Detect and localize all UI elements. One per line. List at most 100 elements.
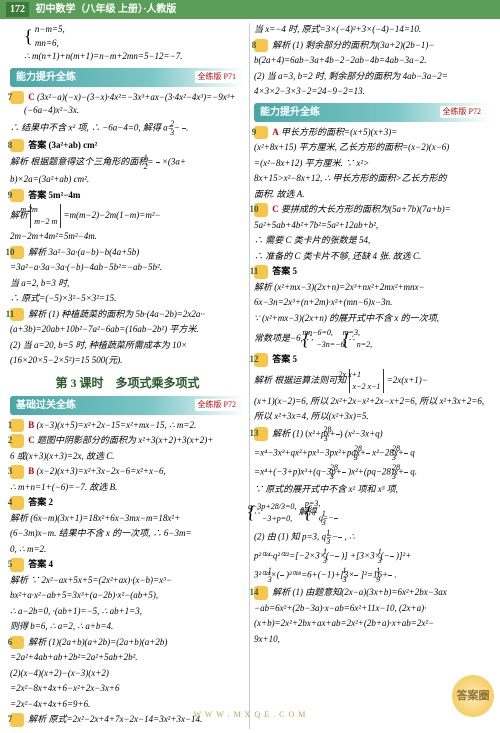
qnum: 7 — [10, 91, 24, 105]
math-text: (16×20×5−2×5²)=15 500(元). — [10, 354, 245, 368]
q8-l1: 解析 根据题意得这个三角形的面积= 12 ×(3a+ — [10, 154, 245, 171]
answer-letter: A — [272, 127, 279, 137]
qnum: 11 — [10, 308, 24, 322]
math-text: 解析 (6x−m)(3x+1)=18x²+6x−3mx−m=18x²+ — [10, 512, 245, 526]
math-text: 当 x=−4 时, 原式=3×(−4)²+3×(−4)−14=10. — [254, 23, 490, 37]
math-text: (2)(x−4)(x+2)−(x−3)(x+2) — [10, 667, 245, 681]
math-text: (x²−3x+q) — [345, 428, 383, 438]
qnum: 12 — [254, 353, 268, 367]
math-text: 解析 (1) — [272, 428, 303, 438]
math-text: =x⁴−3x³+qx²+px³−3px²+pqx+ — [254, 447, 366, 457]
math-text: 解析 (1) 剩余部分的面积为(3a+2)(2b−1)− — [272, 40, 434, 50]
math-text: =2x(x+1)− — [387, 375, 428, 385]
section-bar-1: 能力提升全练 全练版 P71 — [10, 68, 245, 87]
section-title: 能力提升全练 — [260, 105, 320, 120]
math-text: 要拼成的大长方形的面积为(5a+7b)(7a+b)= — [281, 204, 451, 214]
page-header: 172 初中数学（八年级 上册）·人教版 — [0, 0, 500, 19]
section-title: 基础过关全练 — [16, 398, 76, 413]
math-text: ∴ 结果中不含 x² 项, ∴ −6a−4=0, 解得 a=− — [10, 122, 180, 132]
math-text: 6x−3n=2x³+(n+2m)·x²+(mn−6)x−3n. — [254, 296, 490, 310]
math-text: 9x+10, — [254, 633, 490, 647]
math-text: (2) 当 a=20, b=5 时, 种植蔬菜所需成本为 10× — [10, 339, 245, 353]
math-text: (6−3m)x−m. 结果中不含 x 的一次项, ∴ 6−3m= — [10, 527, 245, 541]
qnum: 13 — [254, 427, 268, 441]
math-text: =2x²−8x+4x+6−x²+2x−3x+6 — [10, 682, 245, 696]
q10r: 10 C 要拼成的大长方形的面积为(5a+7b)(7a+b)= — [254, 203, 490, 217]
math-text: 题图中阴影部分的面积为 x²+3(x+2)+3(x+2)+ — [37, 435, 213, 445]
math-text: 解析 (1) 种植蔬菜的面积为 5b·(4a−2b)=2x2a·· — [28, 309, 205, 319]
qnum: 11 — [254, 265, 268, 279]
math-text: 解析 3a²−3a·(a−b)−b(4a+5b) — [28, 247, 139, 257]
right-column: 当 x=−4 时, 原式=3×(−4)²+3×(−4)−14=10. 8 解析 … — [250, 23, 494, 729]
section-ref: 全练版 P72 — [440, 106, 484, 118]
math-text: ×(3a+ — [162, 157, 186, 167]
math-text: ∵ 原式的展开式中不含 x² 项和 x³ 项, — [254, 483, 490, 497]
q13r: 13 解析 (1) (x²+px+283) (x²−3x+q) — [254, 426, 490, 443]
q4b: 4 答案 2 — [10, 496, 245, 510]
qnum: 3 — [10, 465, 24, 479]
math-text: ∴ m+n=1+(−6)=−7. 故选 B. — [10, 481, 245, 495]
math-text: (3x²−a)(−x)−(3−x)·4x²=−3x³+ax−(3·4x²−4x³… — [24, 92, 236, 116]
q13-l8: 3²⁰²⁴×(13 )²⁰¹⁸=6+(−1)+[3×13 ]²=16+19 . — [254, 567, 490, 584]
qnum: 4 — [10, 496, 24, 510]
math-text: =(x²−8x+12) 平方厘米. ∵ x²> — [254, 157, 490, 171]
math-text: ∴ a−2b=0, ·(ab+1)=−5, ∴ ab+1=3, — [10, 605, 245, 619]
qnum: 14 — [254, 586, 268, 600]
math-text: 面积. 故选 A. — [254, 188, 490, 202]
q8: 8 答案 (3a²+ab) cm² — [10, 139, 245, 153]
lesson-title: 第 3 课时 多项式乘多项式 — [10, 374, 245, 392]
math-text: 8x+15>x²−8x+12, ∴ 甲长方形的面积>乙长方形的 — [254, 172, 490, 186]
q2b: 2 C 题图中阴影部分的面积为 x²+3(x+2)+3(x+2)+ — [10, 434, 245, 448]
math-text: 解析 (1)(2a+b)(a+2b)=(2a+b)(a+2b) — [28, 637, 167, 647]
math-text: b)×2a=(3a²+ab) cm². — [10, 173, 245, 187]
math-text: (x+1)(x−2)=6, 所以 2x²+2x−x²+2x−x+2=6, 所以 … — [254, 395, 490, 409]
q12r: 12 答案 5 — [254, 353, 490, 367]
q3b: 3 B (x−2)(x+3)=x²+3x−2x−6=x²+x−6, — [10, 465, 245, 479]
math-text: (2) 当 a=3, b=2 时, 剩余部分的面积为 4ab−3a−2= — [254, 70, 490, 84]
math-text: 3²⁰²⁴×( — [254, 570, 280, 580]
q7: 7 C (3x²−a)(−x)−(3−x)·4x²=−3x³+ax−(3·4x²… — [10, 91, 245, 118]
qnum: 9 — [254, 126, 268, 140]
page-number: 172 — [6, 2, 29, 17]
math-text: 解析 根据运算法则可知 — [254, 375, 346, 385]
math-text: ∵ (x²+mx−3)(2x+n) 的展开式中不含 x 的一次项, — [254, 312, 490, 326]
left-column: { n−m=5, mn=6, ∴ m(n+1)+n(m+1)=n−m+2mn=5… — [6, 23, 250, 729]
qnum: 7 — [10, 713, 24, 727]
answer-text: 答案 4 — [28, 559, 53, 569]
q13-l5: ∴ {q−3p+28/3=0,−3+p=0, 解得 {p=3,q=−13 — [254, 498, 490, 527]
q8r: 8 解析 (1) 剩余部分的面积为(3a+2)(2b−1)− — [254, 39, 490, 53]
q14r: 14 解析 (1) 由题意知(2x−a)(3x+b)=6x²+2bx−3ax — [254, 586, 490, 600]
answer-text: 答案 5 — [272, 354, 297, 364]
answer-letter: C — [272, 204, 279, 214]
math-text: q. — [410, 466, 417, 476]
math-text: ]²=16+ — [361, 570, 388, 580]
math-text: )] — [341, 551, 348, 561]
qnum: 8 — [10, 139, 24, 153]
eq-line: ∴ m(n+1)+n(m+1)=n−m+2mn=5−12=−7. — [24, 50, 245, 64]
q1b: 1 B (x−3)(x+5)=x²+2x−15=x²+mx−15, ∴ m=2. — [10, 419, 245, 433]
q6b: 6 解析 (1)(2a+b)(a+2b)=(2a+b)(a+2b) — [10, 636, 245, 650]
q9: 9 答案 5m²−4m — [10, 189, 245, 203]
math-text: =x⁴+(−3+p)x³+(q−3p+ — [254, 466, 342, 476]
answer-letter: B — [28, 420, 34, 430]
qnum: 2 — [10, 434, 24, 448]
section-ref: 全练版 P72 — [195, 399, 239, 411]
math-text: (x−2)(x+3)=x²+3x−2x−6=x²+x−6, — [37, 466, 166, 476]
math-text: (x+b)=2x²+2bx+ax+ab=2x²+(2b+a)·x+ab=2x²− — [254, 617, 490, 631]
q13-l7: p²⁰²⁴·q²⁰²²=[−2×3×(−13 )] +[3×3×(−13 )]²… — [254, 548, 490, 565]
eq-line: mn=6, — [35, 38, 59, 48]
answer-text: 答案 5 — [272, 266, 297, 276]
eq-line: n−m=5, — [35, 24, 65, 34]
math-text: bx²+a·x²−ab+5=3x³+(a−2b)·x²−(ab+5), — [10, 589, 245, 603]
brace-icon: { — [24, 31, 33, 42]
math-text: (x−3)(x+5)=x²+2x−15=x²+mx−15, ∴ m=2. — [37, 420, 197, 430]
q13-l6: (2) 由 (1) 知 p=3, q=−13 , ∴ — [254, 529, 490, 546]
math-text: =3a²−a·3a−3a·(−b)−4ab−5b²=−ab−5b². — [10, 261, 245, 275]
math-text: =m(m−2)−2m(1−m)=m²− — [63, 210, 160, 220]
math-text: q — [410, 447, 415, 457]
q7-l2: ∴ 结果中不含 x² 项, ∴ −6a−4=0, 解得 a=− 23. — [10, 120, 245, 137]
q10: 10 解析 3a²−3a·(a−b)−b(4a+5b) — [10, 246, 245, 260]
answer-letter: C — [28, 92, 35, 102]
section-ref: 全练版 P71 — [195, 71, 239, 83]
qnum: 1 — [10, 419, 24, 433]
